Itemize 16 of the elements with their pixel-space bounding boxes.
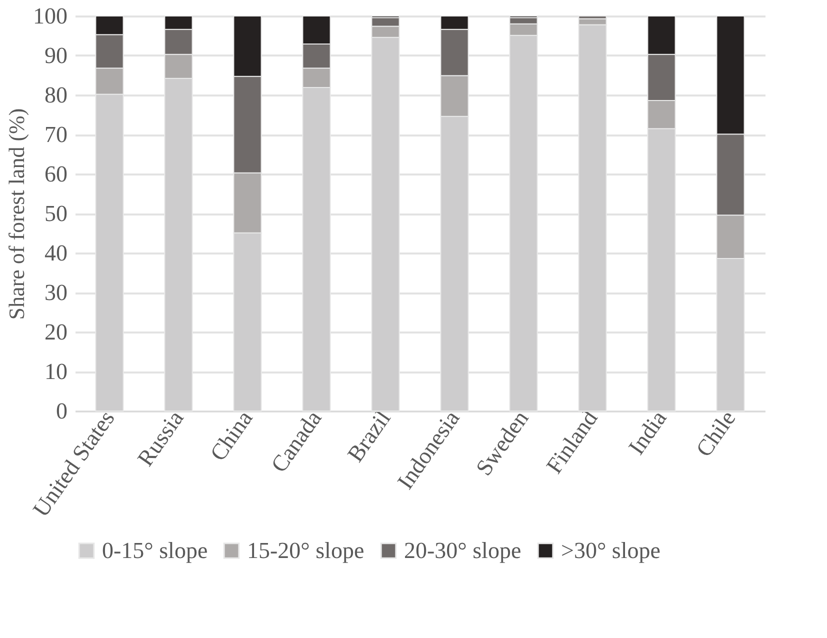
y-tick-label: 100 bbox=[33, 4, 68, 28]
y-tick-label: 40 bbox=[44, 240, 68, 266]
legend-label: 20-30° slope bbox=[404, 538, 522, 563]
y-tick-label: 90 bbox=[44, 43, 68, 68]
legend-label: >30° slope bbox=[561, 538, 660, 563]
y-tick-label: 50 bbox=[44, 201, 68, 226]
y-tick-label: 30 bbox=[44, 280, 68, 305]
y-tick-label: 60 bbox=[44, 162, 68, 186]
y-tick-label: 20 bbox=[44, 320, 68, 344]
legend-label: 0-15° slope bbox=[102, 538, 208, 563]
legend-label: 15-20° slope bbox=[247, 538, 364, 563]
y-tick-label: 0 bbox=[56, 398, 68, 424]
y-tick-label: 80 bbox=[44, 82, 68, 108]
y-tick-label: 70 bbox=[44, 122, 68, 147]
y-axis-title: Share of forest land (%) bbox=[4, 108, 29, 320]
y-tick-label: 10 bbox=[44, 359, 68, 384]
